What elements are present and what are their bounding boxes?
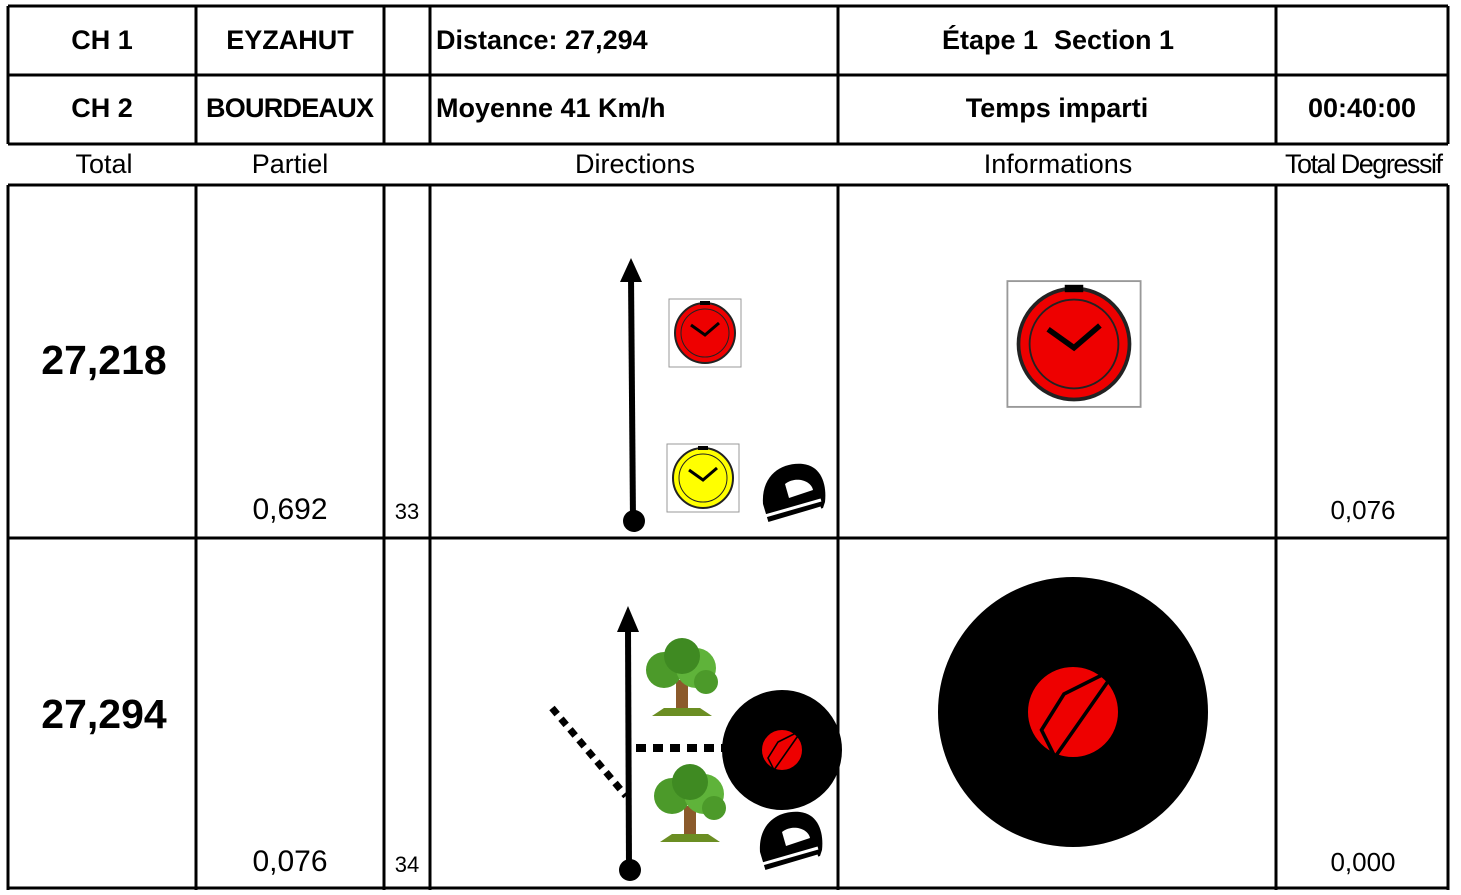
time: 00:40:00 xyxy=(1308,93,1416,123)
direction-diagram xyxy=(620,258,827,532)
column-header: Informations xyxy=(984,149,1133,179)
average: Moyenne 41 Km/h xyxy=(436,93,666,123)
box-number: 34 xyxy=(395,852,419,877)
info-icon xyxy=(983,622,1163,802)
time-label: Temps imparti xyxy=(966,93,1149,123)
info-icon xyxy=(1007,281,1140,407)
total: 27,218 xyxy=(41,337,166,383)
partial: 0,692 xyxy=(252,493,327,526)
box-number: 33 xyxy=(395,499,419,524)
distance: Distance: 27,294 xyxy=(436,25,648,55)
table-grid xyxy=(6,4,1450,890)
section: Section 1 xyxy=(1054,25,1174,55)
total: 27,294 xyxy=(41,691,167,737)
place: BOURDEAUX xyxy=(206,93,374,123)
remaining: 0,000 xyxy=(1330,847,1395,877)
column-header: Partiel xyxy=(252,149,329,179)
column-header: Directions xyxy=(575,149,695,179)
direction-diagram xyxy=(549,606,822,881)
partial: 0,076 xyxy=(252,845,327,878)
place: EYZAHUT xyxy=(226,25,354,55)
checkpoint: CH 2 xyxy=(71,93,133,123)
checkpoint: CH 1 xyxy=(71,25,133,55)
column-header: Total Degressif xyxy=(1285,149,1443,179)
remaining: 0,076 xyxy=(1330,495,1395,525)
stage: Étape 1 xyxy=(942,24,1038,55)
column-header: Total xyxy=(75,149,132,179)
